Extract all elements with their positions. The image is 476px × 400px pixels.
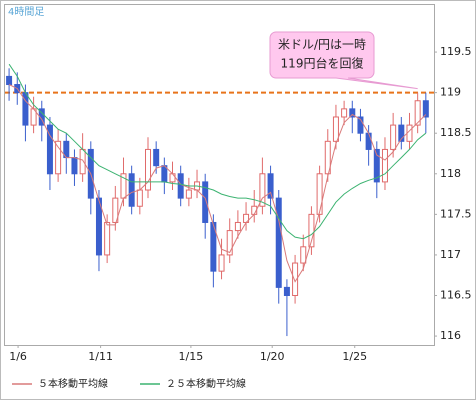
candle-body xyxy=(46,124,53,175)
candle-body xyxy=(398,124,405,142)
candle-body xyxy=(145,148,151,191)
callout xyxy=(269,31,418,90)
candle-body xyxy=(218,254,225,272)
candle-body xyxy=(136,189,143,207)
candle-body xyxy=(259,173,266,207)
candle-body xyxy=(234,221,241,232)
candle-body xyxy=(202,181,209,223)
x-tick-label: 1/25 xyxy=(342,350,367,363)
annotation-text: 119円台を回復 xyxy=(281,56,364,71)
candle-body xyxy=(128,173,135,207)
candle-body xyxy=(300,246,307,264)
ma-line xyxy=(8,63,427,240)
candle-body xyxy=(55,140,62,175)
candle-body xyxy=(332,116,339,142)
x-tick-label: 1/6 xyxy=(9,350,27,363)
y-tick-label: 118.5 xyxy=(440,126,472,139)
candle-body xyxy=(283,286,290,297)
candle-body xyxy=(414,100,421,126)
candle-body xyxy=(95,197,102,256)
candle-body xyxy=(112,197,119,223)
candle-body xyxy=(365,132,372,150)
candle-body xyxy=(185,189,192,199)
candle-body xyxy=(381,148,388,183)
y-tick-label: 117 xyxy=(440,248,461,261)
y-tick-label: 119 xyxy=(440,86,461,99)
candle-body xyxy=(292,262,299,297)
candle-body xyxy=(104,221,111,256)
candle-body xyxy=(349,108,356,118)
candle-body xyxy=(210,221,217,272)
x-tick-label: 1/11 xyxy=(88,350,113,363)
candle-body xyxy=(275,197,282,288)
candle-body xyxy=(324,140,331,175)
candle-body xyxy=(357,116,364,134)
y-tick-label: 116.5 xyxy=(440,289,472,302)
candle-body xyxy=(341,108,348,118)
y-tick-label: 118 xyxy=(440,167,461,180)
candle-body xyxy=(422,100,429,118)
candle-body xyxy=(316,173,323,215)
x-tick-label: 1/20 xyxy=(260,350,285,363)
candle-body xyxy=(6,75,13,86)
x-tick-label: 1/15 xyxy=(179,350,204,363)
legend-label: ５本移動平均線 xyxy=(38,377,108,390)
candle-body xyxy=(153,148,160,167)
candle-body xyxy=(169,173,176,183)
y-tick-label: 119.5 xyxy=(440,45,472,58)
timeframe-label: 4時間足 xyxy=(8,6,44,18)
candle-body xyxy=(373,148,380,183)
y-tick-label: 116 xyxy=(440,329,461,342)
candle-body xyxy=(267,173,274,199)
candle-body xyxy=(390,124,397,150)
candle-body xyxy=(177,173,184,199)
candle-body xyxy=(38,108,45,126)
ma-line xyxy=(8,84,427,283)
annotation-text: 米ドル/円は一時 xyxy=(278,38,366,52)
legend-label: ２５本移動平均線 xyxy=(166,377,246,390)
candle-body xyxy=(79,148,86,175)
y-tick-label: 117.5 xyxy=(440,207,472,220)
candle-body xyxy=(226,230,233,256)
candle-body xyxy=(71,157,78,175)
